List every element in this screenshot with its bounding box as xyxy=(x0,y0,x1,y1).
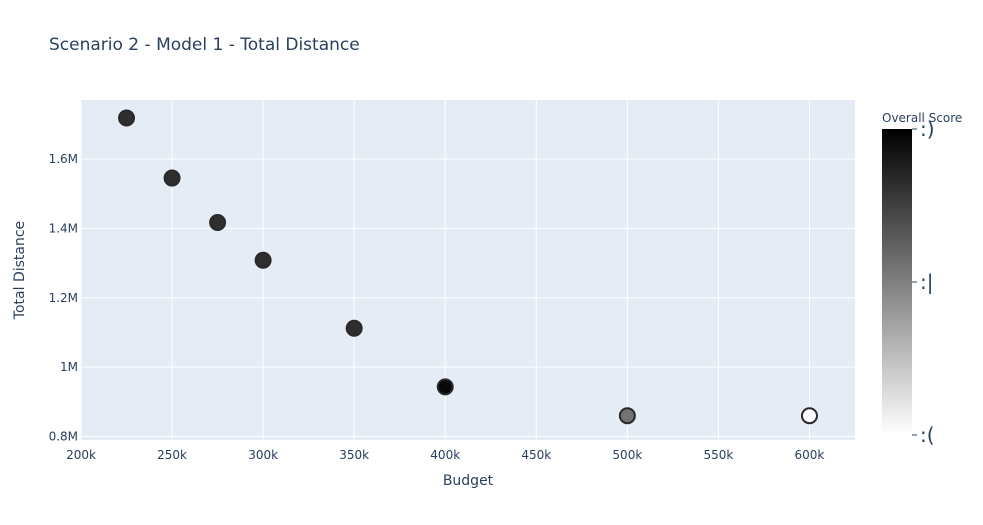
x-tick-label: 450k xyxy=(521,448,551,462)
colorbar-ticks: :) :| :( xyxy=(912,117,935,447)
colorbar-tick-label: :) xyxy=(920,117,935,141)
y-axis-title: Total Distance xyxy=(12,221,28,320)
x-tick-label: 400k xyxy=(430,448,460,462)
x-tick-label: 550k xyxy=(703,448,733,462)
chart-title: Scenario 2 - Model 1 - Total Distance xyxy=(49,35,360,55)
x-tick-label: 600k xyxy=(795,448,825,462)
y-tick-label: 1.6M xyxy=(49,152,78,166)
data-point xyxy=(618,407,636,425)
colorbar-gradient xyxy=(882,129,912,435)
data-points xyxy=(118,109,818,425)
y-tick-label: 0.8M xyxy=(49,430,78,444)
data-point xyxy=(209,213,227,231)
y-tick-label: 1.4M xyxy=(49,221,78,235)
data-point xyxy=(345,319,363,337)
x-tick-label: 500k xyxy=(612,448,642,462)
plot-area xyxy=(81,100,855,440)
x-axis-title: Budget xyxy=(443,473,494,489)
y-tick-label: 1.2M xyxy=(49,291,78,305)
data-point xyxy=(436,378,454,396)
grid-lines xyxy=(80,100,855,440)
x-tick-label: 300k xyxy=(248,448,278,462)
data-point xyxy=(800,407,818,425)
data-point xyxy=(118,109,136,127)
x-tick-label: 250k xyxy=(157,448,187,462)
data-point xyxy=(163,169,181,187)
colorbar-tick-label: :( xyxy=(920,423,935,447)
data-point xyxy=(254,251,272,269)
x-tick-label: 350k xyxy=(339,448,369,462)
colorbar-title: Overall Score xyxy=(882,111,962,125)
x-tick-label: 200k xyxy=(66,448,96,462)
y-tick-label: 1M xyxy=(60,360,78,374)
x-axis-ticks: 200k 250k 300k 350k 400k 450k 500k 550k 600k xyxy=(66,448,824,462)
colorbar: Overall Score :) :| :( xyxy=(882,111,962,447)
colorbar-tick-label: :| xyxy=(920,270,933,294)
y-axis-ticks: 0.8M 1M 1.2M 1.4M 1.6M xyxy=(49,152,78,444)
